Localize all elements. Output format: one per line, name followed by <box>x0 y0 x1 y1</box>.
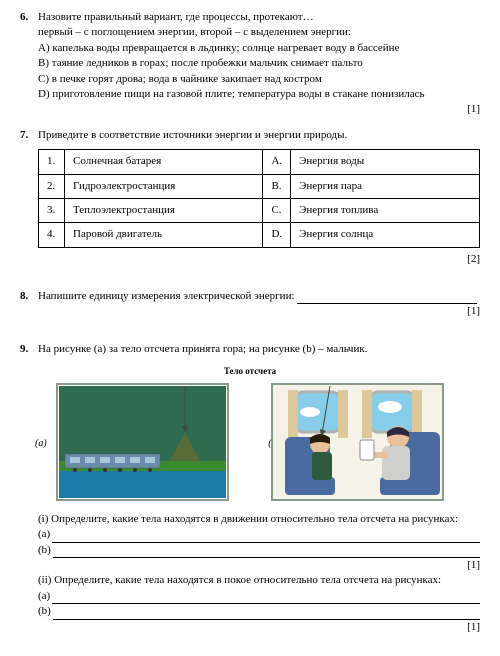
q6-option-c: C) в печке горят дрова; вода в чайнике з… <box>20 72 480 87</box>
cell-right: Энергия пара <box>291 174 480 198</box>
cell-num: 2. <box>39 174 65 198</box>
answer-label-a: (a) <box>38 589 50 604</box>
q9-i-points: [1] <box>20 558 480 573</box>
question-6: 6. Назовите правильный вариант, где проц… <box>20 10 480 118</box>
cell-right: Энергия воды <box>291 150 480 174</box>
q7-points: [2] <box>20 252 480 267</box>
q9-ii-points: [1] <box>20 620 480 635</box>
cell-letter: C. <box>263 198 291 222</box>
q9-heading: 9. На рисунке (а) за тело отсчета принят… <box>20 342 480 357</box>
cell-letter: B. <box>263 174 291 198</box>
q9-text: На рисунке (а) за тело отсчета принята г… <box>38 342 480 357</box>
q6-points: [1] <box>20 102 480 117</box>
q6-option-b: B) таяние ледников в горах; после пробеж… <box>20 56 480 71</box>
cell-letter: D. <box>263 223 291 247</box>
q6-option-d: D) приготовление пищи на газовой плите; … <box>20 87 480 102</box>
q9-sub-i: (i) Определите, какие тела находятся в д… <box>20 512 480 527</box>
cell-left: Гидроэлектростанция <box>65 174 263 198</box>
q8-number: 8. <box>20 289 38 304</box>
answer-blank[interactable] <box>53 546 480 558</box>
cell-letter: A. <box>263 150 291 174</box>
figure-label-a: (а) <box>35 437 47 451</box>
figure-a-svg <box>55 382 230 502</box>
figure-b <box>270 382 445 502</box>
answer-blank[interactable] <box>53 608 480 620</box>
cell-right: Энергия топлива <box>291 198 480 222</box>
table-row: 2. Гидроэлектростанция B. Энергия пара <box>39 174 480 198</box>
q7-number: 7. <box>20 128 38 143</box>
q8-label: Напишите единицу измерения электрической… <box>38 290 295 302</box>
cell-num: 1. <box>39 150 65 174</box>
q8-points: [1] <box>20 304 480 319</box>
q6-number: 6. <box>20 10 38 25</box>
answer-label-b: (b) <box>38 604 51 619</box>
q9-i-answer-a: (a) <box>20 527 480 542</box>
q6-option-a: A) капелька воды превращается в льдинку;… <box>20 41 480 56</box>
q8-text: Напишите единицу измерения электрической… <box>38 289 480 304</box>
answer-label-b: (b) <box>38 543 51 558</box>
cell-left: Паровой двигатель <box>65 223 263 247</box>
question-9: 9. На рисунке (а) за тело отсчета принят… <box>20 342 480 635</box>
answer-blank[interactable] <box>52 531 480 543</box>
cell-num: 4. <box>39 223 65 247</box>
question-7: 7. Приведите в соответствие источники эн… <box>20 128 480 267</box>
table-row: 1. Солнечная батарея A. Энергия воды <box>39 150 480 174</box>
q9-ii-answer-b: (b) <box>20 604 480 619</box>
q7-text: Приведите в соответствие источники энерг… <box>38 128 480 143</box>
q6-text: Назовите правильный вариант, где процесс… <box>38 10 480 25</box>
question-8: 8. Напишите единицу измерения электричес… <box>20 289 480 320</box>
q9-i-answer-b: (b) <box>20 543 480 558</box>
cell-num: 3. <box>39 198 65 222</box>
answer-blank[interactable] <box>52 592 480 604</box>
figure-b-svg <box>270 382 445 502</box>
q6-subtext: первый – с поглощением энергии, второй –… <box>20 25 480 40</box>
cell-left: Теплоэлектростанция <box>65 198 263 222</box>
q9-ii-answer-a: (a) <box>20 589 480 604</box>
q9-number: 9. <box>20 342 38 357</box>
cell-left: Солнечная батарея <box>65 150 263 174</box>
q7-table: 1. Солнечная батарея A. Энергия воды 2. … <box>38 149 480 248</box>
table-row: 3. Теплоэлектростанция C. Энергия топлив… <box>39 198 480 222</box>
figure-header: Тело отсчета <box>20 365 480 378</box>
answer-label-a: (a) <box>38 527 50 542</box>
table-row: 4. Паровой двигатель D. Энергия солнца <box>39 223 480 247</box>
q8-heading: 8. Напишите единицу измерения электричес… <box>20 289 480 304</box>
q9-sub-ii: (ii) Определите, какие тела находятся в … <box>20 573 480 588</box>
q6-heading: 6. Назовите правильный вариант, где проц… <box>20 10 480 25</box>
cell-right: Энергия солнца <box>291 223 480 247</box>
q8-blank[interactable] <box>297 303 477 304</box>
q7-heading: 7. Приведите в соответствие источники эн… <box>20 128 480 143</box>
figures-container: (а) (б) <box>20 382 480 502</box>
figure-a <box>55 382 230 502</box>
